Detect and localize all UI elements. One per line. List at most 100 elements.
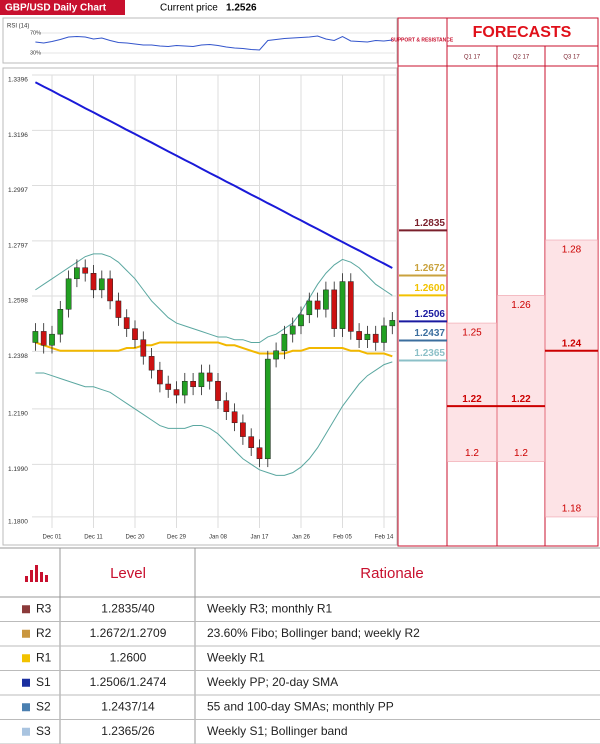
forecast-mid-label: 1.24 [562,338,582,349]
table-icon [25,565,48,582]
price-label: Current price [160,3,218,14]
candle-body [181,380,188,396]
level-label: 1.2600 [414,283,445,294]
level-name: R2 [36,626,52,640]
candle-body [289,325,296,335]
candle-body [248,436,255,448]
level-value: 1.2672/1.2709 [90,626,167,640]
forecast-high-label: 1.26 [511,300,531,311]
side-frame [397,17,599,547]
forecast-quarter: Q1 17 [464,55,481,61]
forecast-title: FORECASTS [473,24,572,41]
forecast-low-label: 1.18 [562,504,582,515]
chart-title: GBP/USD Daily Chart [5,3,107,14]
level-label: 1.2835 [414,218,445,229]
table: Level Rationale [0,547,600,744]
x-tick-label: Dec 29 [167,535,187,541]
candle-body [231,411,238,424]
candle-body [306,300,313,316]
y-tick-label: 1.2598 [8,298,28,305]
candle-body [65,278,72,310]
rationale: Weekly R3; monthly R1 [207,601,332,615]
level-value: 1.2506/1.2474 [90,675,167,689]
y-tick-label: 1.2997 [8,187,28,194]
candle-body [298,314,304,327]
rsi-line [35,35,393,51]
table-header: Level [110,565,146,582]
rationale: 23.60% Fibo; Bollinger band; weekly R2 [207,626,420,640]
y-tick-label: 1.3396 [8,77,28,84]
candle-body [123,317,130,329]
candle-body [98,278,105,291]
rationale: 55 and 100-day SMAs; monthly PP [207,699,394,713]
overlay-line [35,341,393,358]
y-tick-label: 1.1800 [8,519,28,526]
forecast-quarter: Q2 17 [513,55,530,61]
level-name: S1 [36,675,51,689]
level-swatch [22,605,30,614]
rsi-tick-label: 70% [30,30,41,36]
y-tick-label: 1.2190 [8,411,28,418]
level-name: R3 [36,601,52,615]
forecast-low-label: 1.2 [465,448,479,459]
candle-body [223,400,230,412]
overlay-line [35,253,393,343]
candle-body [372,333,379,343]
candle-body [347,281,354,332]
candle-body [281,333,288,352]
y-tick-label: 1.2398 [8,353,28,360]
candle-body [240,422,246,437]
level-value: 1.2600 [110,650,147,664]
x-tick-label: Dec 20 [125,535,145,541]
candle-body [157,369,163,385]
x-tick-label: Jan 08 [209,535,228,541]
forecast-high-label: 1.28 [562,245,582,256]
candle-body [165,383,172,390]
level-label: 1.2506 [414,309,445,320]
level-swatch [22,727,30,736]
forecast-mid-label: 1.22 [462,394,482,405]
rationale: Weekly S1; Bollinger band [207,724,348,738]
forecast-range [447,322,497,462]
candle-body [173,389,180,396]
forecast-mid-label: 1.22 [511,394,531,405]
candle-body [198,372,205,388]
forecast-quarter: Q3 17 [563,55,580,61]
rationale: Weekly R1 [207,650,265,664]
x-tick-label: Jan 17 [250,535,269,541]
level-name: R1 [36,650,52,664]
rsi-title: RSI (14) [7,24,29,30]
candle-body [90,273,97,291]
candle-body [40,331,47,346]
level-name: S2 [36,699,51,713]
candle-body [323,289,329,310]
forecast-high-label: 1.25 [462,328,482,339]
x-tick-label: Jan 26 [292,535,311,541]
candle-body [190,380,196,388]
rsi-frame [2,17,398,64]
candle-body [314,300,321,310]
candle-body [256,447,263,460]
level-name: S3 [36,724,51,738]
candle-body [331,289,338,329]
y-tick-label: 1.1990 [8,466,28,473]
candle-body [215,380,221,401]
rationale: Weekly PP; 20-day SMA [207,675,338,689]
candle-body [140,339,147,357]
candle-body [107,278,113,302]
candle-body [389,320,396,327]
x-tick-label: Dec 01 [42,535,62,541]
candle-body [115,300,122,318]
overlay-line [35,361,393,476]
rsi-tick-label: 30% [30,50,41,56]
candle-body [273,350,279,360]
levels-title: SUPPORT & RESISTANCE [391,37,454,43]
x-tick-label: Feb 05 [333,535,352,541]
level-value: 1.2437/14 [101,699,155,713]
forecast-range [497,295,545,462]
candle-body [264,358,271,460]
level-value: 1.2835/40 [101,601,155,615]
candle-body [132,328,138,340]
